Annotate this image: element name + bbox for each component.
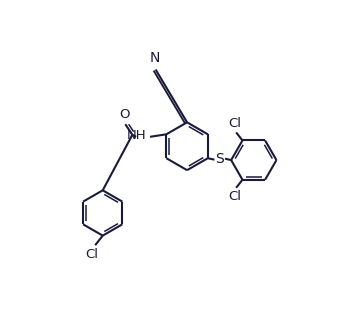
Text: Cl: Cl [86, 248, 99, 261]
Text: Cl: Cl [228, 190, 241, 203]
Text: O: O [119, 108, 129, 121]
Text: S: S [215, 152, 224, 166]
Text: N: N [149, 51, 160, 65]
Text: NH: NH [127, 129, 146, 142]
Text: Cl: Cl [228, 117, 241, 130]
